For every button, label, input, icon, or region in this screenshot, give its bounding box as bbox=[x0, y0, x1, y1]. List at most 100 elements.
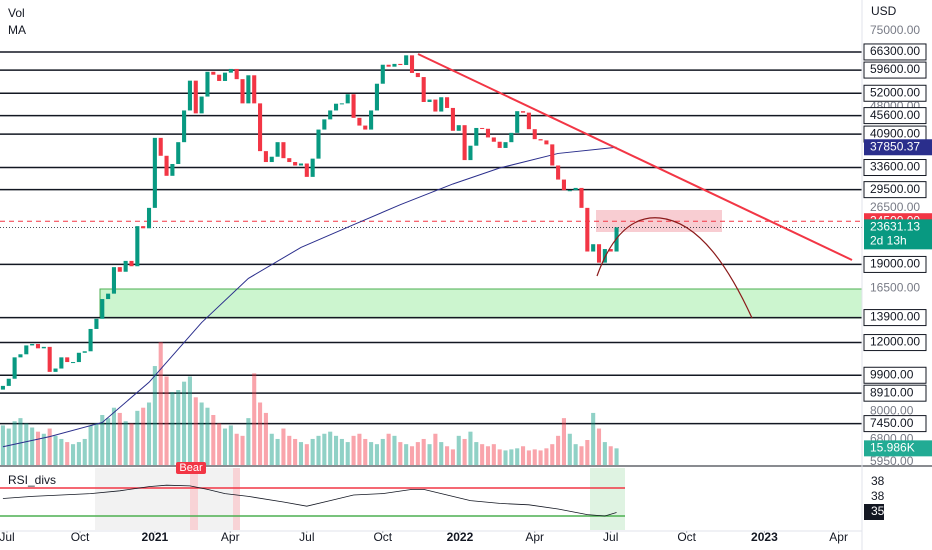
volume-bar bbox=[532, 449, 537, 465]
volume-bar bbox=[351, 435, 356, 465]
candle bbox=[176, 142, 181, 165]
candle bbox=[298, 163, 304, 166]
candle bbox=[217, 74, 222, 81]
candle bbox=[427, 99, 432, 102]
volume-bar bbox=[439, 442, 444, 465]
volume-bar bbox=[59, 438, 64, 465]
candle bbox=[538, 139, 543, 141]
candle bbox=[252, 75, 257, 104]
volume-bar bbox=[456, 435, 461, 465]
volume-bar bbox=[596, 428, 602, 465]
volume-bar bbox=[602, 442, 607, 465]
volume-bar bbox=[47, 428, 52, 465]
candle bbox=[135, 226, 140, 267]
volume-bar bbox=[187, 376, 192, 465]
rsi-axis-label: 38 bbox=[871, 489, 885, 503]
candle bbox=[468, 145, 473, 161]
candle bbox=[316, 129, 321, 159]
volume-bar bbox=[363, 438, 368, 465]
volume-bar bbox=[298, 442, 304, 465]
volume-bar bbox=[579, 446, 584, 465]
volume-bar bbox=[585, 440, 590, 465]
projection-arc bbox=[596, 217, 753, 319]
volume-bar bbox=[538, 450, 543, 465]
candle bbox=[205, 71, 210, 97]
volume-bar bbox=[41, 433, 46, 465]
candle bbox=[287, 158, 292, 163]
candle bbox=[47, 346, 52, 372]
volume-bar bbox=[421, 438, 426, 465]
volume-bar bbox=[310, 438, 315, 465]
volume-bar bbox=[281, 428, 286, 465]
candle bbox=[532, 129, 537, 140]
volume-bar bbox=[30, 427, 35, 465]
volume-bar bbox=[205, 407, 210, 465]
candle bbox=[263, 151, 268, 163]
last-price-box bbox=[864, 219, 932, 250]
volume-bar bbox=[24, 423, 29, 465]
volume-bar bbox=[199, 402, 204, 465]
volume-bar bbox=[211, 415, 216, 465]
tick-box bbox=[863, 61, 927, 79]
volume-bar bbox=[82, 438, 87, 465]
candle bbox=[24, 345, 29, 355]
x-tick-label: Oct bbox=[373, 530, 392, 544]
candle bbox=[526, 112, 531, 130]
candle bbox=[146, 207, 152, 229]
candle bbox=[88, 328, 93, 352]
rsi-shade bbox=[233, 468, 240, 530]
x-tick-label: Apr bbox=[829, 530, 848, 544]
volume-bar bbox=[462, 438, 467, 465]
rsi-shade bbox=[95, 468, 240, 530]
volume-bar bbox=[88, 425, 93, 465]
y-tick-label: 8000.00 bbox=[870, 404, 914, 418]
time-left: 2d 13h bbox=[870, 234, 907, 248]
volume-bar bbox=[6, 428, 11, 465]
candle bbox=[591, 244, 596, 252]
volume-bar bbox=[193, 397, 198, 465]
rsi-line bbox=[2, 484, 617, 517]
candle bbox=[187, 80, 192, 111]
volume-bar bbox=[53, 435, 58, 465]
x-tick-label: Oct bbox=[677, 530, 696, 544]
volume-bar bbox=[100, 415, 105, 465]
y-tick-label: 29500.00 bbox=[870, 182, 920, 196]
volume-bar bbox=[146, 402, 152, 465]
volume-bar bbox=[234, 433, 239, 465]
y-tick-label: 19000.00 bbox=[870, 257, 920, 271]
candle bbox=[556, 165, 561, 180]
y-tick-label: 40900.00 bbox=[870, 126, 920, 140]
x-tick-label: Oct bbox=[71, 530, 90, 544]
y-tick-label: 8910.00 bbox=[870, 385, 914, 399]
volume-bar bbox=[415, 442, 420, 465]
candle bbox=[100, 299, 105, 319]
x-tick-label: 2023 bbox=[751, 530, 778, 544]
volume-bar bbox=[333, 435, 339, 465]
candle bbox=[520, 111, 526, 113]
indicator-label: Vol bbox=[8, 6, 25, 20]
candle bbox=[339, 103, 344, 105]
candle bbox=[193, 80, 198, 114]
support-zone bbox=[99, 288, 863, 319]
candle bbox=[398, 63, 403, 66]
indicator-label: MA bbox=[8, 23, 26, 37]
candle bbox=[445, 97, 450, 108]
candle bbox=[94, 318, 99, 329]
volume-bar bbox=[515, 448, 520, 465]
volume-bar bbox=[573, 444, 578, 465]
volume-bar bbox=[445, 446, 450, 465]
x-tick-label: Jul bbox=[603, 530, 618, 544]
tick-box bbox=[863, 43, 927, 61]
candle bbox=[12, 357, 17, 379]
candle bbox=[433, 99, 438, 112]
candle bbox=[152, 137, 157, 208]
tick-box bbox=[863, 107, 927, 125]
candle bbox=[497, 141, 502, 148]
candle bbox=[76, 352, 81, 363]
volume-bar bbox=[135, 410, 140, 465]
candle bbox=[509, 132, 514, 143]
rsi-axis-label: 38 bbox=[871, 474, 885, 488]
volume-bar bbox=[287, 435, 292, 465]
candle bbox=[409, 55, 415, 73]
volume-bar bbox=[322, 433, 327, 465]
